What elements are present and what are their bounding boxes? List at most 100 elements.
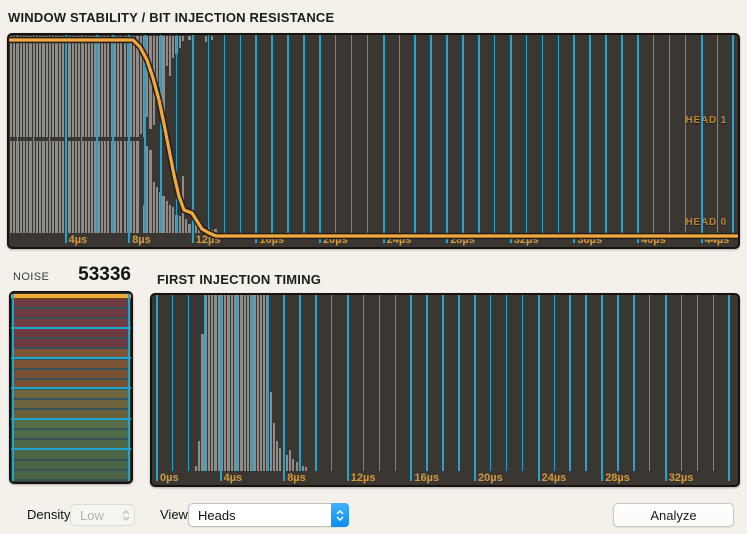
histogram-bar [243,295,246,471]
gridline-minor [569,295,571,471]
density-select[interactable]: Low [70,504,135,526]
gridline-minor [521,295,524,471]
noise-stripe [14,450,128,459]
noise-stripe [14,440,128,449]
noise-gridline [11,448,131,450]
axis-major-tick [446,35,449,243]
histogram-bar [58,36,61,137]
histogram-bar [120,141,123,233]
histogram-bar [188,223,191,233]
gridline-minor [712,295,714,471]
histogram-bar [139,36,142,134]
axis-major-tick [601,295,604,481]
view-stepper-icon [331,503,349,527]
histogram-bar [117,36,120,137]
histogram-bar [35,36,39,137]
gridline-minor [334,35,337,233]
histogram-bar [42,36,45,137]
histogram-bar [123,141,126,233]
noise-stripe [14,359,128,368]
histogram-bar [285,455,288,471]
histogram-bar [35,141,39,233]
histogram-bar [84,141,87,233]
axis-tick-label: 32µs [513,234,539,246]
gridline-minor [287,35,289,233]
gridline-minor [696,295,699,471]
density-stepper-icon [117,504,135,526]
density-value: Low [80,507,104,523]
histogram-bar [68,36,71,137]
gridline-minor [362,295,365,471]
axis-tick-label: 20µs [478,472,503,484]
noise-gridline [11,387,131,390]
histogram-bar [272,423,275,471]
histogram-bar [133,141,136,233]
view-label: View [160,507,188,522]
gridline-minor [235,295,237,471]
histogram-bar [45,36,48,137]
axis-tick-label: 8µs [287,472,306,484]
gridline-minor [251,295,253,471]
bottom-chart-title: FIRST INJECTION TIMING [157,272,322,287]
histogram-bar [152,36,155,125]
gridline-minor [430,35,432,233]
histogram-bar [220,295,224,471]
histogram-bar [181,175,185,233]
gridline-minor [187,295,190,471]
histogram-bar [52,141,55,233]
noise-stripe [14,299,128,308]
histogram-bar [29,36,32,137]
histogram-bar [204,229,207,233]
histogram-bar [295,462,298,471]
histogram-bar [55,36,58,137]
histogram-bar [233,295,237,471]
gridline-minor [80,35,82,233]
histogram-bar [91,36,94,137]
axis-major-tick [664,295,667,481]
axis-major-tick [474,295,476,481]
gridline-minor [648,295,651,471]
gridline-minor [478,35,480,233]
gridline-minor [267,295,269,471]
gridline-minor [171,295,174,471]
gridline-minor [112,35,114,233]
histogram-bar [146,145,149,233]
histogram-bar [178,216,181,233]
axis-tick-label: 4µs [223,472,243,484]
histogram-bar [42,141,45,233]
histogram-bar [39,141,42,233]
histogram-bar [117,141,120,233]
noise-stripe [14,399,128,409]
histogram-bar [162,196,165,233]
view-select[interactable]: Heads [188,503,349,527]
axis-tick-label: 0µs [160,472,179,484]
histogram-bar [204,295,207,471]
histogram-bar [100,141,103,233]
analyze-button[interactable]: Analyze [613,503,734,527]
gridline-minor [553,295,555,471]
histogram-bar [172,36,175,59]
gridline-minor [96,35,98,233]
histogram-bar [250,295,253,471]
histogram-bar [201,333,204,471]
gridline-minor [605,35,607,233]
histogram-bar [194,223,198,233]
histogram-bar [19,36,22,137]
axis-tick-label: 28µs [450,234,475,246]
histogram-bar [113,141,116,233]
axis-major-tick [573,35,576,243]
axis-tick-label: 24µs [541,472,567,484]
noise-stripe [14,420,128,429]
gridline-minor [617,295,619,471]
gridline-minor [525,35,528,233]
histogram-bar [194,465,198,471]
histogram-bar [74,36,78,137]
noise-top-orange-bar [11,294,131,299]
noise-stripe [14,319,128,328]
histogram-bar [214,295,217,471]
gridline-minor [207,35,210,233]
gridline-minor [462,35,464,233]
gridline-minor [350,35,353,233]
histogram-bar [9,36,13,137]
histogram-bar [188,36,191,41]
